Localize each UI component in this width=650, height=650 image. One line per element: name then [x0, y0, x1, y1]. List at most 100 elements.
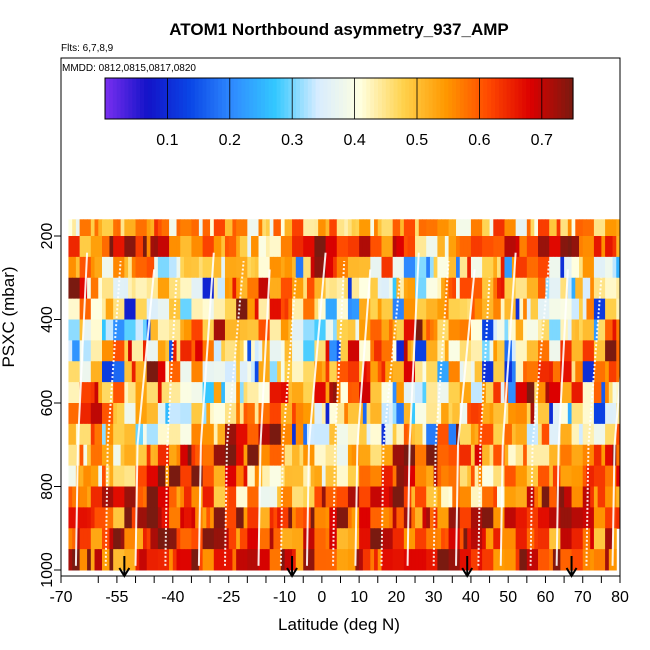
- heatmap-cell: [370, 382, 375, 404]
- heatmap-cell: [154, 361, 159, 383]
- heatmap-cell: [552, 277, 558, 300]
- heatmap-cell: [478, 236, 483, 258]
- heatmap-cell: [355, 528, 360, 550]
- heatmap-cell: [94, 340, 99, 362]
- heatmap-cell: [456, 382, 461, 404]
- heatmap-cell: [202, 236, 207, 258]
- heatmap-cell: [128, 236, 133, 258]
- heatmap-cell: [191, 507, 196, 529]
- heatmap-cell: [295, 319, 301, 341]
- heatmap-cell: [504, 236, 509, 258]
- heatmap-cell: [541, 507, 546, 529]
- heatmap-cell: [508, 528, 513, 550]
- heatmap-cell: [180, 549, 185, 571]
- heatmap-cell: [295, 340, 301, 362]
- heatmap-cell: [321, 340, 327, 362]
- heatmap-cell: [221, 465, 226, 487]
- heatmap-cell: [530, 340, 535, 362]
- heatmap-cell: [206, 507, 211, 529]
- colorbar-swatch: [506, 78, 512, 119]
- heatmap-cell: [575, 298, 580, 320]
- heatmap-cell: [139, 528, 144, 550]
- heatmap-cell: [176, 549, 181, 571]
- colorbar-swatch: [147, 78, 153, 119]
- heatmap-cell: [228, 219, 233, 237]
- heatmap-cell: [128, 256, 133, 279]
- heatmap-cell: [206, 423, 211, 446]
- heatmap-cell: [310, 403, 315, 425]
- heatmap-cell: [165, 219, 170, 237]
- heatmap-cell: [426, 298, 431, 320]
- heatmap-cell: [329, 528, 334, 550]
- colorbar-tick-label: 0.6: [468, 132, 490, 149]
- heatmap-cell: [582, 444, 587, 467]
- heatmap-cell: [105, 549, 110, 571]
- heatmap-cell: [213, 549, 219, 571]
- heatmap-cell: [508, 236, 513, 258]
- heatmap-cell: [183, 382, 189, 404]
- heatmap-cell: [251, 423, 256, 446]
- heatmap-cell: [467, 444, 472, 467]
- heatmap-cell: [437, 444, 442, 467]
- heatmap-cell: [392, 219, 397, 237]
- heatmap-cell: [582, 507, 587, 529]
- heatmap-cell: [318, 340, 323, 362]
- heatmap-cell: [362, 486, 368, 508]
- heatmap-cell: [549, 465, 554, 487]
- heatmap-cell: [176, 465, 181, 487]
- heatmap-cell: [500, 382, 505, 404]
- heatmap-cell: [239, 465, 245, 487]
- heatmap-cell: [154, 256, 159, 279]
- heatmap-cell: [269, 236, 274, 258]
- colorbar-swatch: [456, 78, 461, 119]
- heatmap-cell: [228, 549, 233, 571]
- heatmap-cell: [113, 256, 118, 279]
- heatmap-cell: [198, 549, 204, 571]
- heatmap-cell: [232, 219, 237, 237]
- heatmap-cell: [150, 528, 155, 550]
- heatmap-cell: [83, 298, 88, 320]
- heatmap-cell: [336, 486, 341, 508]
- heatmap-cell: [605, 361, 610, 383]
- heatmap-cell: [474, 549, 479, 571]
- heatmap-cell: [187, 507, 192, 529]
- heatmap-cell: [150, 219, 155, 237]
- heatmap-cell: [325, 219, 330, 237]
- heatmap-cell: [437, 319, 442, 341]
- heatmap-cell: [239, 444, 245, 467]
- heatmap-cell: [426, 403, 431, 425]
- heatmap-cell: [552, 444, 558, 467]
- heatmap-cell: [195, 340, 200, 362]
- heatmap-cell: [437, 277, 442, 300]
- flight-track-profile: [611, 252, 633, 566]
- heatmap-cell: [429, 298, 435, 320]
- heatmap-cell: [515, 319, 520, 341]
- heatmap-cell: [433, 361, 438, 383]
- heatmap-cell: [415, 549, 420, 571]
- colorbar-swatch: [307, 78, 313, 119]
- heatmap-cell: [321, 486, 327, 508]
- heatmap-cell: [485, 486, 491, 508]
- colorbar-swatch: [296, 78, 301, 119]
- heatmap-cell: [575, 486, 580, 508]
- heatmap-cell: [433, 236, 438, 258]
- heatmap-cell: [474, 507, 479, 529]
- heatmap-cell: [172, 277, 178, 300]
- heatmap-cell: [232, 256, 237, 279]
- heatmap-cell: [608, 361, 614, 383]
- heatmap-cell: [396, 382, 401, 404]
- heatmap-cell: [191, 549, 196, 571]
- heatmap-cell: [75, 298, 81, 320]
- heatmap-cell: [169, 298, 174, 320]
- heatmap-cell: [593, 256, 599, 279]
- heatmap-cell: [262, 423, 267, 446]
- heatmap-cell: [448, 340, 453, 362]
- heatmap-cell: [567, 423, 573, 446]
- heatmap-cell: [169, 277, 174, 300]
- heatmap-cell: [552, 256, 558, 279]
- heatmap-cell: [258, 298, 263, 320]
- heatmap-cell: [150, 507, 155, 529]
- heatmap-cell: [467, 403, 472, 425]
- colorbar-swatch: [315, 78, 321, 119]
- heatmap-cell: [198, 403, 204, 425]
